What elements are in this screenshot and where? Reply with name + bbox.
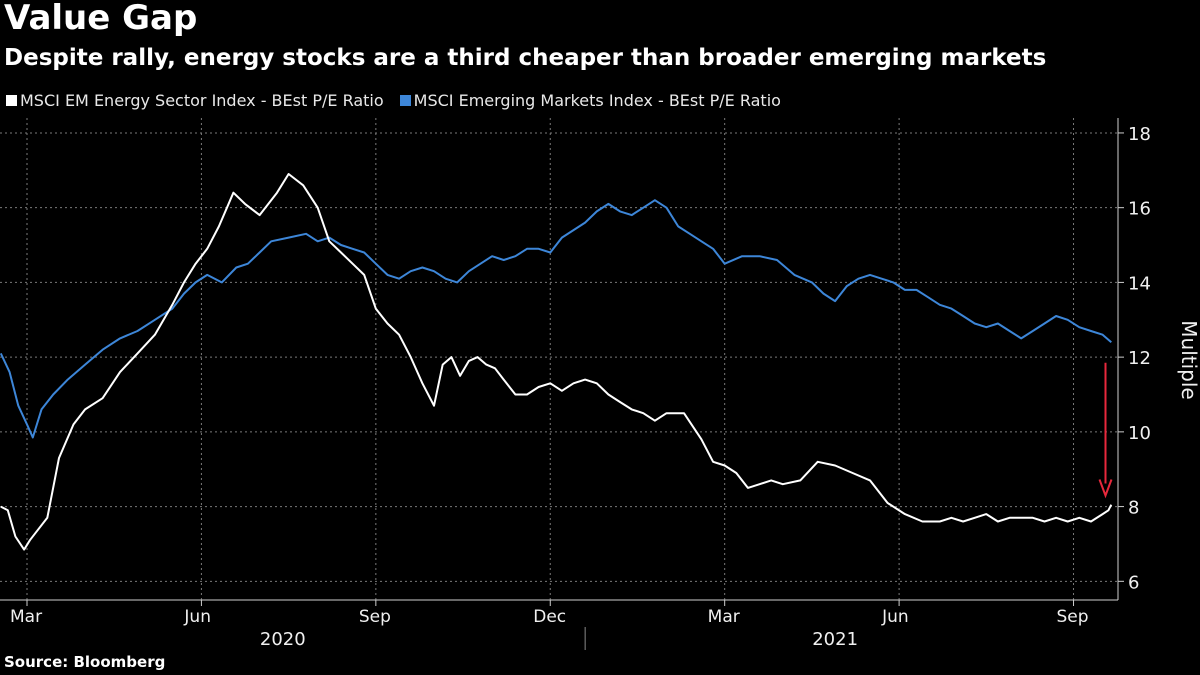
xtick-label-2: Sep <box>359 607 391 627</box>
series-layer <box>0 173 1113 551</box>
y-axis-title: Multiple <box>1177 320 1200 399</box>
annotation-layer <box>1098 362 1113 499</box>
xtick-label-1: Jun <box>183 607 211 627</box>
legend-swatch-energy <box>6 94 17 106</box>
ytick-label-14: 14 <box>1128 273 1151 294</box>
legend-label-em: MSCI Emerging Markets Index - BEst P/E R… <box>413 90 781 110</box>
legend-item-em: MSCI Emerging Markets Index - BEst P/E R… <box>399 90 781 110</box>
legend-item-energy: MSCI EM Energy Sector Index - BEst P/E R… <box>6 91 384 110</box>
chart-subtitle: Despite rally, energy stocks are a third… <box>4 45 1047 71</box>
xtick-label-6: Sep <box>1057 607 1089 627</box>
series-line-energy <box>0 173 1113 551</box>
ytick-label-6: 6 <box>1128 572 1139 593</box>
xtick-label-4: Mar <box>708 607 740 627</box>
legend-label-energy: MSCI EM Energy Sector Index - BEst P/E R… <box>20 90 384 110</box>
ytick-label-18: 18 <box>1128 124 1151 145</box>
grid-lines <box>0 118 1118 600</box>
year-label-2020: 2020 <box>260 629 306 650</box>
series-line-em <box>0 199 1112 439</box>
xtick-label-3: Dec <box>533 607 566 627</box>
year-label-2021: 2021 <box>812 629 858 650</box>
xtick-label-0: Mar <box>10 607 42 627</box>
legend: MSCI EM Energy Sector Index - BEst P/E R… <box>6 89 797 111</box>
ytick-label-10: 10 <box>1128 423 1151 444</box>
legend-swatch-em <box>399 94 411 106</box>
xtick-label-5: Jun <box>881 607 909 627</box>
arrow-head <box>1098 479 1113 499</box>
chart-title: Value Gap <box>4 0 198 38</box>
axes: 6 8 10 12 14 16 18 Mar Jun Sep Dec Mar Jun Sep 2020 202… <box>0 118 1200 650</box>
source-note: Source: Bloomberg <box>4 653 166 671</box>
ytick-label-8: 8 <box>1128 498 1139 519</box>
ytick-label-16: 16 <box>1128 199 1151 220</box>
ytick-label-12: 12 <box>1128 348 1151 369</box>
